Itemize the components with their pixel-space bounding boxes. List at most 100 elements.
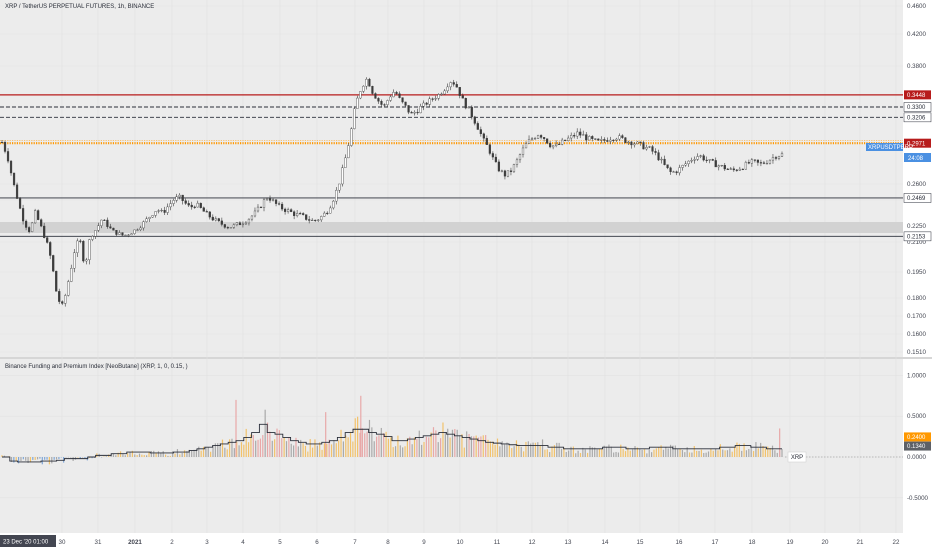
candle-body: [133, 229, 136, 234]
time-tick-label: 4: [241, 539, 245, 546]
candle-body: [112, 227, 115, 231]
funding-bar: [451, 429, 454, 457]
funding-bar: [722, 449, 724, 457]
candle-body: [127, 234, 130, 236]
funding-bar: [186, 451, 188, 457]
funding-bar: [217, 443, 219, 457]
funding-bar: [103, 456, 105, 457]
candle-body: [545, 138, 549, 144]
funding-bar: [20, 457, 22, 461]
funding-bar: [511, 448, 513, 457]
funding-bar: [129, 452, 131, 457]
funding-bar: [667, 448, 669, 457]
candle-body: [657, 152, 660, 161]
price-pane-background: [0, 0, 903, 357]
candle-body: [416, 111, 419, 114]
candle-body: [600, 139, 603, 141]
funding-bar: [686, 447, 688, 457]
funding-bar: [703, 452, 705, 457]
candle-body: [139, 227, 142, 231]
candle-body: [398, 93, 401, 98]
candle-body: [762, 162, 766, 164]
funding-bar: [712, 450, 714, 457]
indicator-scale[interactable]: 1.0000 0.5000 0.0000 -0.5000: [907, 372, 929, 501]
time-cursor-label: 23 Dec '20 01:00: [3, 540, 49, 546]
candle-body: [633, 143, 636, 146]
candle-body: [365, 78, 368, 87]
level-tag-value: 0.2469: [907, 196, 926, 202]
candle-body: [371, 86, 374, 94]
candle-body: [172, 200, 175, 204]
time-tick-label: 9: [422, 539, 426, 546]
candle-body: [425, 102, 428, 105]
funding-bar: [743, 443, 745, 457]
candle-body: [458, 87, 461, 96]
funding-bar: [558, 442, 560, 457]
candle-body: [226, 227, 229, 229]
candle-body: [768, 159, 772, 164]
funding-bar: [330, 444, 333, 457]
funding-bar: [366, 431, 368, 457]
candle-body: [205, 211, 208, 213]
countdown-tag-label: 24:08: [908, 156, 924, 162]
candle-body: [3, 142, 7, 152]
funding-bar: [691, 452, 693, 457]
candle-body: [434, 98, 437, 100]
funding-bar: [767, 446, 769, 457]
funding-bar: [131, 450, 133, 457]
level-tag-value: 0.3448: [907, 93, 926, 99]
candle-body: [296, 213, 299, 216]
candle-body: [714, 160, 717, 168]
funding-bar: [200, 450, 202, 457]
funding-bar: [672, 445, 674, 457]
time-tick-label: 10: [457, 539, 464, 546]
candle-body: [115, 230, 118, 235]
funding-bar: [589, 446, 591, 457]
time-axis[interactable]: 23 Dec '20 01:00 30 31 2021 2 3 4 5 6 7 8 9 10 11 12 13…: [0, 535, 900, 547]
funding-bar: [643, 449, 646, 457]
candle-body: [479, 129, 482, 135]
candle-body: [241, 223, 245, 226]
funding-bar: [615, 451, 617, 457]
candle-body: [555, 143, 558, 146]
indicator-side-label-box: [787, 451, 807, 463]
funding-bar: [681, 450, 684, 457]
candle-body: [639, 141, 642, 143]
funding-bar: [508, 445, 510, 457]
funding-bar: [112, 453, 115, 457]
funding-bar: [620, 444, 622, 457]
funding-bar: [632, 449, 634, 457]
funding-bar: [169, 455, 171, 457]
funding-bar: [406, 438, 409, 457]
funding-value-tag: 0.2400: [907, 435, 926, 441]
level-tag-box: [904, 138, 931, 148]
funding-bar: [660, 445, 662, 457]
candle-body: [320, 216, 323, 221]
funding-bar: [29, 457, 32, 463]
candle-body: [533, 138, 537, 140]
funding-bar: [603, 445, 605, 457]
candle-body: [585, 134, 588, 141]
funding-bar: [238, 445, 240, 457]
candle-body: [79, 240, 82, 242]
candle-body: [82, 240, 85, 262]
candle-body: [124, 234, 127, 236]
candle-body: [91, 236, 94, 240]
indicator-side-label: XRP: [791, 455, 803, 461]
funding-bar: [390, 437, 392, 457]
funding-bar: [679, 448, 681, 457]
funding-bar: [598, 448, 601, 457]
funding-bar: [492, 441, 494, 457]
funding-bar: [705, 452, 707, 457]
time-tick-label: 6: [315, 539, 319, 546]
funding-bar: [328, 439, 330, 457]
funding-bar: [364, 433, 366, 457]
candle-body: [293, 211, 296, 216]
candle-body: [121, 232, 124, 236]
candle-body: [696, 156, 699, 160]
funding-bar: [148, 451, 150, 457]
funding-bar: [394, 446, 397, 457]
funding-bar: [634, 446, 636, 457]
funding-bar: [342, 441, 344, 457]
